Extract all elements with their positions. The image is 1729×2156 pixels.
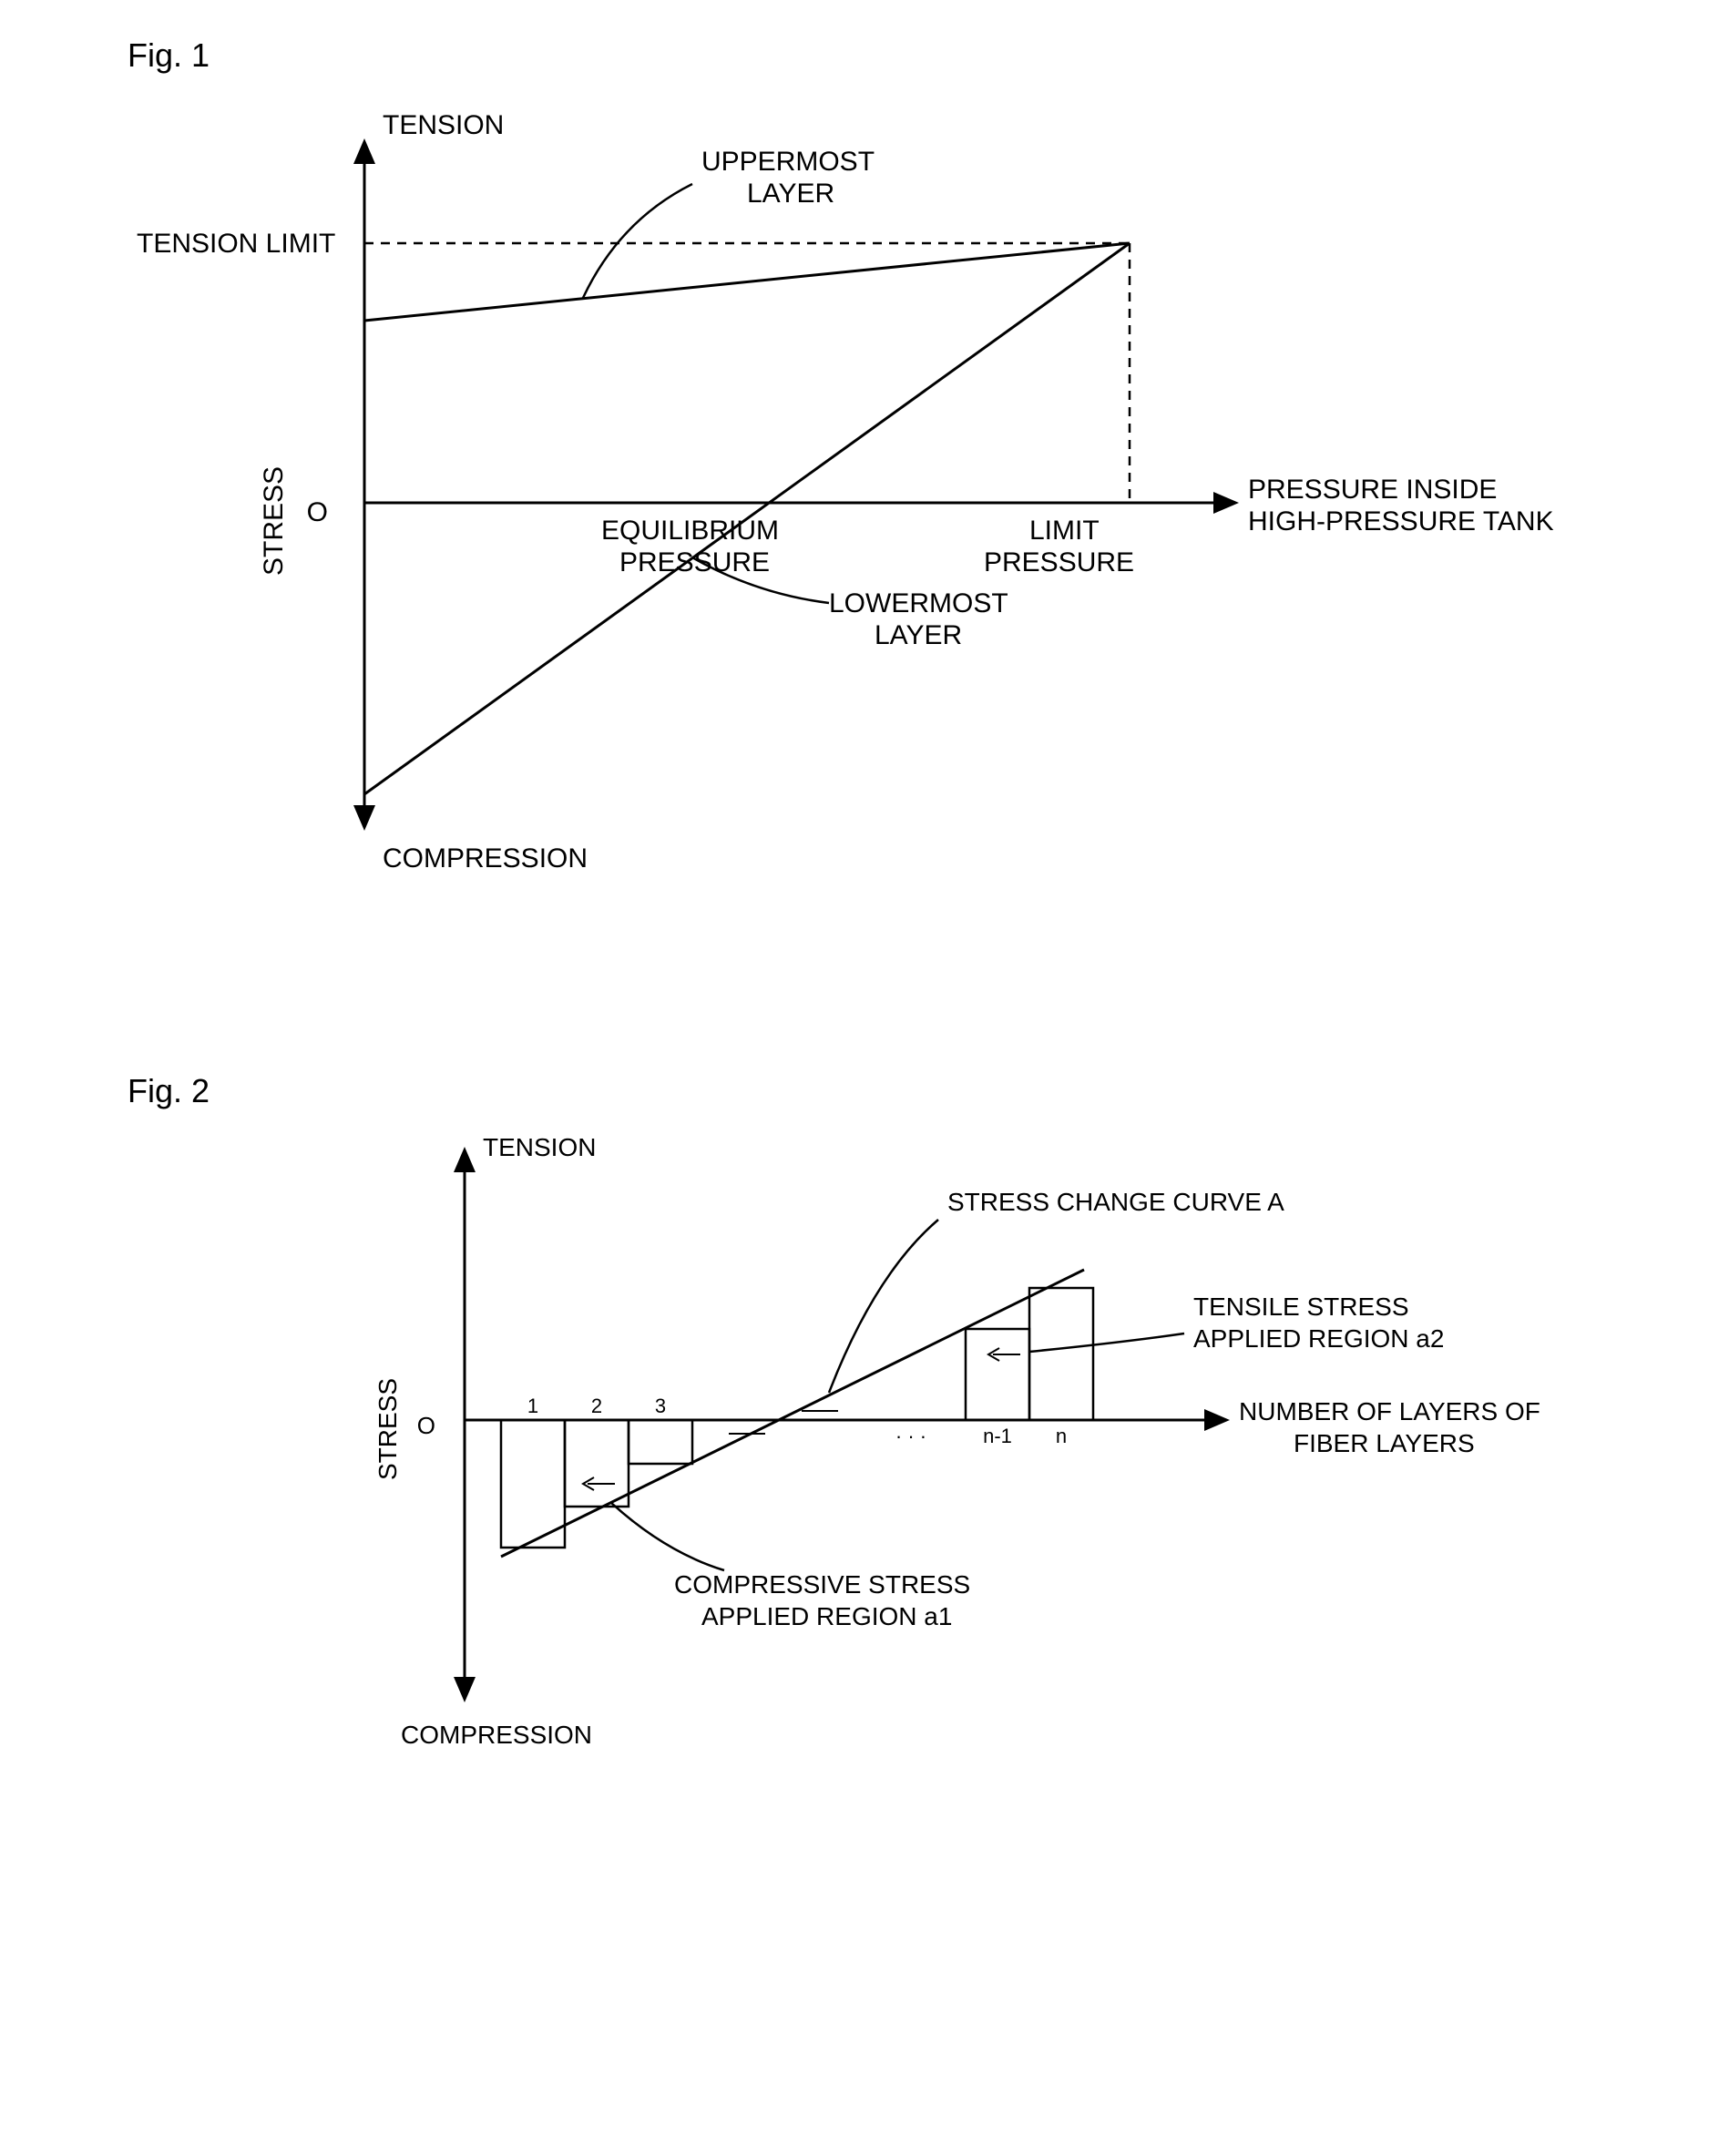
fig2-curve-a xyxy=(501,1270,1084,1557)
fig2-label: Fig. 2 xyxy=(128,1072,1693,1110)
fig2-svg: 1 2 3 · · · n-1 n TENSION COMPRESSION O … xyxy=(36,1119,1693,1775)
fig1-origin-label: O xyxy=(307,497,328,527)
fig2-dots: · · · xyxy=(895,1425,926,1447)
fig2-compressive-leader xyxy=(610,1502,724,1570)
fig2-compressive-label-2: APPLIED REGION a1 xyxy=(701,1602,952,1630)
fig1-limit-1: LIMIT xyxy=(1029,516,1100,546)
fig2-bar-neg-2 xyxy=(565,1420,629,1507)
fig2-compression-label: COMPRESSION xyxy=(401,1721,592,1749)
fig1-limit-2: PRESSURE xyxy=(984,547,1134,577)
fig2-compressive-label-1: COMPRESSIVE STRESS xyxy=(674,1570,970,1599)
fig1-uppermost-line xyxy=(364,243,1130,321)
fig2-curve-label: STRESS CHANGE CURVE A xyxy=(947,1188,1284,1216)
fig1-stress-label: STRESS xyxy=(259,466,289,576)
fig1-tension-label: TENSION xyxy=(383,110,504,140)
fig2-tensile-leader xyxy=(1029,1333,1184,1352)
fig1-upper-leader xyxy=(583,184,692,298)
fig2-bar-pos-2 xyxy=(1029,1288,1093,1420)
fig2-curve-leader xyxy=(829,1220,938,1393)
fig2-arrow-tensile-icon xyxy=(988,1348,1020,1361)
fig1-y-arrow-down xyxy=(353,805,375,831)
fig2-tensile-label-1: TENSILE STRESS xyxy=(1193,1293,1409,1321)
fig2-xaxis-label-2: FIBER LAYERS xyxy=(1294,1429,1475,1457)
fig1-uppermost-label-1: UPPERMOST xyxy=(701,147,875,177)
fig1-tension-limit-label: TENSION LIMIT xyxy=(137,229,335,259)
page: Fig. 1 xyxy=(36,36,1693,1780)
fig2-bar-pos-1 xyxy=(966,1329,1029,1420)
fig1-xaxis-label-2: HIGH-PRESSURE TANK xyxy=(1248,506,1554,536)
fig1-label: Fig. 1 xyxy=(128,36,1693,75)
fig1-compression-label: COMPRESSION xyxy=(383,843,588,874)
figure-1: Fig. 1 xyxy=(36,36,1693,908)
fig2-tension-label: TENSION xyxy=(483,1133,596,1161)
fig1-x-arrow xyxy=(1213,492,1239,514)
fig2-arrow-compress-icon xyxy=(583,1477,615,1490)
fig2-stress-label: STRESS xyxy=(373,1378,402,1480)
fig1-uppermost-label-2: LAYER xyxy=(747,179,834,209)
fig1-lowermost-label-2: LAYER xyxy=(875,620,962,650)
figure-2: Fig. 2 xyxy=(36,1072,1693,1780)
fig2-y-arrow-down xyxy=(454,1677,476,1702)
fig2-tick-n1: n-1 xyxy=(983,1425,1012,1447)
fig2-x-arrow xyxy=(1204,1409,1230,1431)
fig2-tick-1: 1 xyxy=(527,1395,538,1417)
fig2-tick-n: n xyxy=(1056,1425,1067,1447)
fig2-tick-3: 3 xyxy=(655,1395,666,1417)
fig2-tick-2: 2 xyxy=(591,1395,602,1417)
fig1-svg: TENSION COMPRESSION O STRESS TENSION LIM… xyxy=(36,84,1693,904)
fig2-y-arrow-up xyxy=(454,1147,476,1172)
fig1-equilibrium-2: PRESSURE xyxy=(619,547,770,577)
fig2-bar-neg-1 xyxy=(501,1420,565,1548)
fig2-tensile-label-2: APPLIED REGION a2 xyxy=(1193,1324,1444,1353)
fig2-origin-label: O xyxy=(417,1412,435,1439)
fig1-equilibrium-1: EQUILIBRIUM xyxy=(601,516,779,546)
fig2-xaxis-label-1: NUMBER OF LAYERS OF xyxy=(1239,1397,1540,1425)
fig1-lowermost-label-1: LOWERMOST xyxy=(829,588,1008,618)
fig1-y-arrow-up xyxy=(353,138,375,164)
fig1-xaxis-label-1: PRESSURE INSIDE xyxy=(1248,475,1497,505)
fig2-bar-neg-3 xyxy=(629,1420,692,1464)
